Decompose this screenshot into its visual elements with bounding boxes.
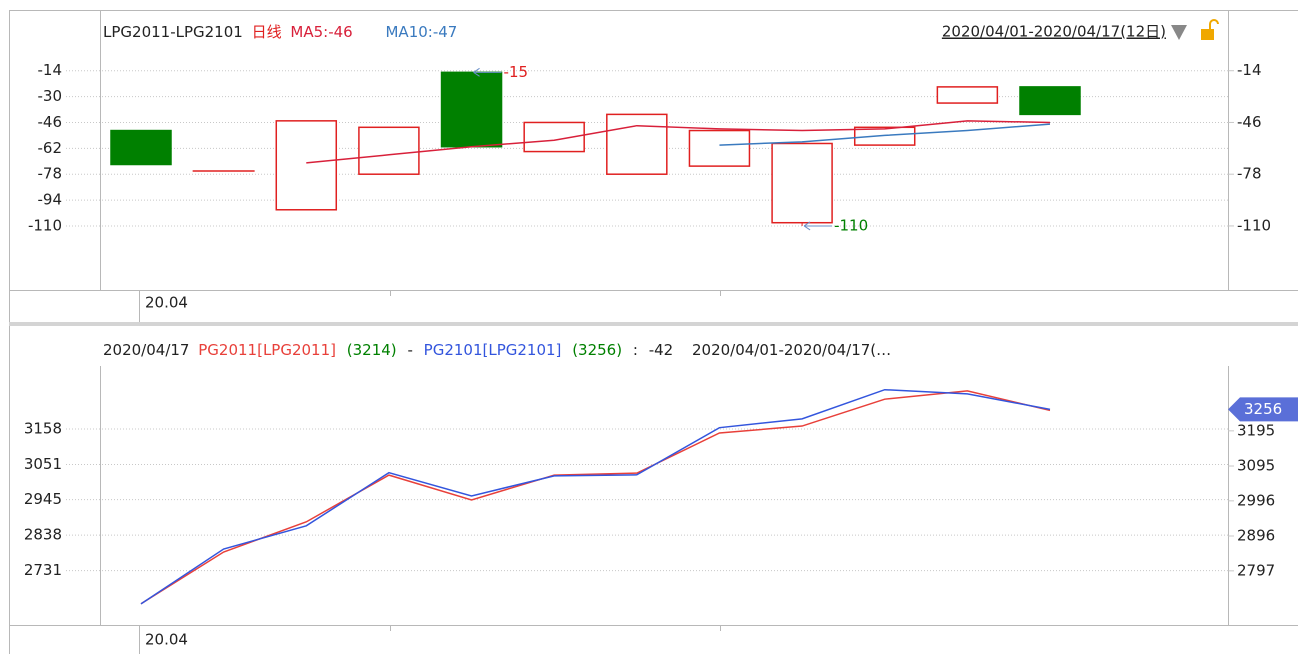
candle-body: [688, 129, 751, 167]
y-tick-label: 2731: [24, 561, 62, 579]
y2-tick-label: -14: [1237, 61, 1262, 79]
y-tick-label: -14: [38, 61, 63, 79]
candle-body: [1019, 86, 1081, 116]
x-tick-label: 20.04: [145, 294, 188, 312]
y-tick-label: -110: [28, 216, 62, 234]
separator: :: [633, 341, 638, 359]
spread: -42: [649, 341, 674, 359]
x-tick-label: 20.04: [145, 631, 188, 649]
candle-body: [853, 126, 916, 146]
title: LPG2011-LPG2101: [103, 23, 243, 41]
y2-tick-label: 2797: [1237, 561, 1275, 579]
dropdown-icon[interactable]: [1171, 25, 1187, 40]
candle-body: [606, 113, 668, 175]
series-line: [140, 388, 1051, 605]
y2-tick-label: 3195: [1237, 421, 1275, 439]
chart-header: 2020/04/17 PG2011[LPG2011] (3214) - PG21…: [103, 341, 891, 359]
last-value: (3214): [347, 341, 397, 359]
last-price-label: 3256: [1244, 400, 1282, 418]
legend-ma10: MA10:-47: [385, 23, 457, 41]
last-price-badge: [1228, 397, 1298, 422]
y2-tick-label: 2896: [1237, 527, 1275, 545]
separator: -: [407, 341, 412, 359]
last-value: (3256): [572, 341, 622, 359]
y-tick-label: 3051: [24, 455, 62, 473]
series-name: PG2101[LPG2101]: [424, 341, 562, 359]
candle-body: [275, 120, 338, 211]
date: 2020/04/17: [103, 341, 189, 359]
y2-tick-label: 2996: [1237, 491, 1275, 509]
y-tick-label: 2838: [24, 526, 62, 544]
y-tick-label: -62: [38, 139, 63, 157]
y2-tick-label: 3095: [1237, 457, 1275, 475]
y2-tick-label: -78: [1237, 165, 1262, 183]
date-range: 2020/04/01-2020/04/17(…: [692, 341, 891, 359]
chart-header: LPG2011-LPG2101 日线 MA5:-46 MA10:-47: [103, 23, 457, 41]
y-tick-label: -78: [38, 165, 63, 183]
extreme-arrow-head: [803, 221, 811, 231]
lock-icon[interactable]: [1201, 19, 1219, 40]
date-range[interactable]: 2020/04/01-2020/04/17(12日): [942, 23, 1166, 41]
y2-tick-label: -46: [1237, 113, 1262, 131]
candle-body: [358, 126, 420, 175]
y-tick-label: 2945: [24, 490, 62, 508]
series-name: PG2011[LPG2011]: [198, 341, 336, 359]
series-line: [140, 390, 1051, 605]
series-line: [719, 123, 1051, 146]
legend-ma5: MA5:-46: [290, 23, 352, 41]
series-line: [306, 120, 1051, 164]
candle-body: [110, 129, 172, 166]
extreme-arrow-head: [473, 67, 480, 77]
candle-body: [936, 86, 999, 104]
extreme-label: -15: [504, 63, 528, 81]
panel-splitter[interactable]: [9, 322, 1298, 326]
candle-body: [440, 71, 503, 148]
y-tick-label: 3158: [24, 420, 62, 438]
y-tick-label: -94: [38, 191, 63, 209]
y-tick-label: -46: [38, 113, 63, 131]
candle-body: [771, 142, 833, 224]
extreme-label: -110: [834, 216, 868, 234]
y-tick-label: -30: [38, 87, 63, 105]
period: 日线: [252, 23, 282, 41]
y2-tick-label: -110: [1237, 216, 1271, 234]
